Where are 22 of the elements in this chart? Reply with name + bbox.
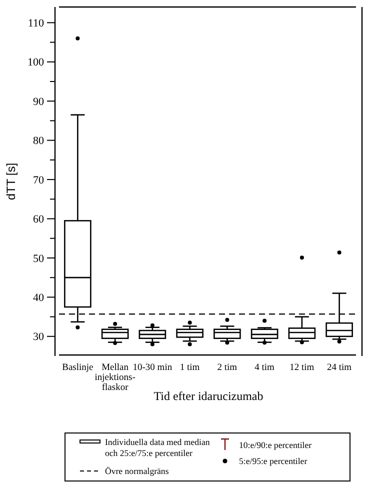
x-tick-label: 24 tim bbox=[327, 363, 352, 373]
y-axis-title: dTT [s] bbox=[4, 162, 18, 200]
x-tick-label: 4 tim bbox=[254, 363, 276, 373]
x-tick-label: 10-30 min bbox=[132, 363, 172, 373]
x-axis-title: Tid efter idarucizumab bbox=[154, 389, 264, 403]
y-tick-label: 70 bbox=[33, 174, 44, 186]
y-tick-label: 90 bbox=[33, 96, 44, 108]
y-tick-label: 50 bbox=[33, 252, 44, 265]
y-tick-label: 80 bbox=[33, 135, 44, 148]
y-tick-label: 60 bbox=[33, 214, 44, 226]
text: 10:e/90:e percentiler bbox=[239, 440, 312, 450]
x-tick-label: 2 tim bbox=[217, 363, 238, 373]
y-tick-label: 40 bbox=[33, 292, 44, 304]
x-tick-label: Baslinje bbox=[62, 363, 94, 373]
y-tick-label: 100 bbox=[28, 56, 44, 69]
text: Individuella data med median och 25:e/75:e percentiler bbox=[105, 437, 210, 458]
text: 5:e/95:e percentiler bbox=[239, 456, 308, 466]
x-tick-label: 12 tim bbox=[290, 363, 315, 373]
x-tick-label: 1 tim bbox=[180, 363, 200, 373]
y-tick-label: 110 bbox=[28, 18, 44, 30]
y-tick-label: 30 bbox=[33, 331, 44, 344]
legend-label: Övre normalgräns bbox=[105, 466, 170, 476]
